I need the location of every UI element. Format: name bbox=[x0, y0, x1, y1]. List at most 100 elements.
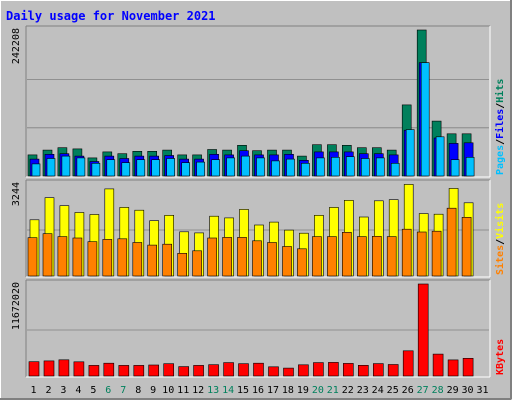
kbytes-bar bbox=[462, 357, 474, 377]
pages-bar bbox=[136, 159, 146, 177]
x-tick-label: 7 bbox=[120, 385, 126, 396]
x-tick-label: 19 bbox=[297, 385, 309, 396]
x-tick-label: 27 bbox=[417, 385, 429, 396]
x-tick-label: 31 bbox=[476, 385, 488, 396]
pages-bar bbox=[435, 136, 445, 177]
x-tick-label: 16 bbox=[252, 385, 264, 396]
kbytes-bar bbox=[58, 359, 70, 377]
x-tick-label: 23 bbox=[357, 385, 369, 396]
y-max-label: 11672020 bbox=[11, 282, 22, 330]
kbytes-bar bbox=[357, 364, 369, 377]
kbytes-bar bbox=[28, 361, 40, 377]
x-tick-label: 30 bbox=[461, 385, 473, 396]
pages-bar bbox=[211, 159, 220, 177]
pages-bar bbox=[241, 155, 250, 177]
kbytes-bar bbox=[387, 364, 399, 377]
sites-bar bbox=[177, 253, 187, 277]
kbytes-bar bbox=[328, 362, 339, 377]
x-tick-label: 17 bbox=[267, 385, 279, 396]
kbytes-bar bbox=[223, 362, 234, 377]
sites-bar bbox=[147, 244, 157, 277]
pages-bar bbox=[345, 156, 355, 177]
pages-bar bbox=[166, 158, 175, 177]
sites-bar bbox=[282, 246, 292, 277]
legend-entry: / bbox=[495, 103, 506, 109]
sites-bar bbox=[192, 250, 202, 277]
pages-bar bbox=[286, 158, 295, 177]
pages-bar bbox=[121, 162, 131, 177]
kbytes-bar bbox=[447, 359, 459, 377]
sites-bar bbox=[416, 231, 427, 277]
kbytes-bar bbox=[268, 366, 279, 377]
panel-visits-sites: 3244 Sites/Visits bbox=[11, 179, 506, 278]
pages-bar bbox=[420, 62, 430, 177]
legend: Pages/Files/Hits bbox=[494, 79, 506, 175]
x-tick-label: 25 bbox=[387, 385, 399, 396]
kbytes-bar bbox=[73, 361, 85, 377]
pages-bar bbox=[390, 163, 400, 177]
sites-bar bbox=[401, 228, 412, 277]
legend-entry: / bbox=[495, 139, 506, 145]
panel-kbytes: 11672020 KBytes bbox=[11, 279, 506, 378]
pages-bar bbox=[316, 157, 325, 177]
kbytes-bar bbox=[118, 365, 130, 377]
pages-bar bbox=[256, 157, 265, 177]
pages-bar bbox=[151, 159, 160, 177]
sites-bar bbox=[431, 230, 442, 277]
sites-bar bbox=[207, 237, 217, 277]
pages-bar bbox=[181, 162, 190, 177]
sites-bar bbox=[341, 232, 352, 277]
x-tick-label: 21 bbox=[327, 385, 339, 396]
legend-entry: Pages bbox=[495, 145, 506, 175]
kbytes-bar bbox=[43, 360, 55, 377]
x-tick-label: 3 bbox=[60, 385, 66, 396]
sites-bar bbox=[102, 239, 113, 277]
kbytes-bar bbox=[283, 367, 294, 377]
x-tick-label: 4 bbox=[75, 385, 81, 396]
kbytes-bar bbox=[178, 366, 189, 377]
sites-bar bbox=[297, 248, 307, 277]
pages-bar bbox=[375, 157, 385, 177]
x-tick-label: 10 bbox=[162, 385, 174, 396]
x-tick-label: 14 bbox=[222, 385, 234, 396]
x-tick-label: 5 bbox=[90, 385, 96, 396]
kbytes-bar bbox=[163, 363, 174, 377]
kbytes-bar bbox=[342, 363, 354, 377]
legend-entry: Hits bbox=[494, 79, 506, 103]
pages-bar bbox=[61, 155, 71, 177]
sites-bar bbox=[461, 217, 472, 277]
kbytes-bar bbox=[372, 363, 384, 377]
kbytes-bar bbox=[133, 365, 145, 377]
sites-bar bbox=[371, 236, 382, 277]
sites-bar bbox=[237, 237, 247, 277]
x-tick-label: 20 bbox=[312, 385, 324, 396]
pages-bar bbox=[91, 163, 101, 177]
x-tick-label: 1 bbox=[30, 385, 36, 396]
x-tick-label: 2 bbox=[45, 385, 51, 396]
sites-bar bbox=[312, 236, 322, 277]
kbytes-bar bbox=[238, 363, 249, 377]
sites-bar bbox=[162, 243, 172, 277]
kbytes-bar bbox=[148, 364, 159, 377]
pages-bar bbox=[301, 163, 310, 177]
kbytes-bar bbox=[208, 364, 219, 377]
x-tick-label: 8 bbox=[135, 385, 141, 396]
pages-bar bbox=[106, 159, 116, 177]
sites-bar bbox=[132, 242, 143, 277]
legend-entry: Visits bbox=[494, 203, 506, 239]
pages-bar bbox=[331, 157, 340, 177]
x-tick-label: 15 bbox=[237, 385, 249, 396]
kbytes-bar bbox=[298, 364, 309, 377]
legend-entry: Files bbox=[494, 109, 506, 139]
y-max-label: 242208 bbox=[11, 28, 22, 64]
kbytes-bar bbox=[253, 362, 264, 377]
sites-bar bbox=[87, 241, 98, 277]
x-tick-label: 13 bbox=[207, 385, 219, 396]
pages-bar bbox=[76, 157, 86, 177]
pages-bar bbox=[196, 161, 205, 177]
x-tick-label: 6 bbox=[105, 385, 111, 396]
chart-title: Daily usage for November 2021 bbox=[6, 9, 216, 23]
sites-bar bbox=[252, 240, 262, 277]
legend-entry: KBytes bbox=[495, 339, 506, 375]
